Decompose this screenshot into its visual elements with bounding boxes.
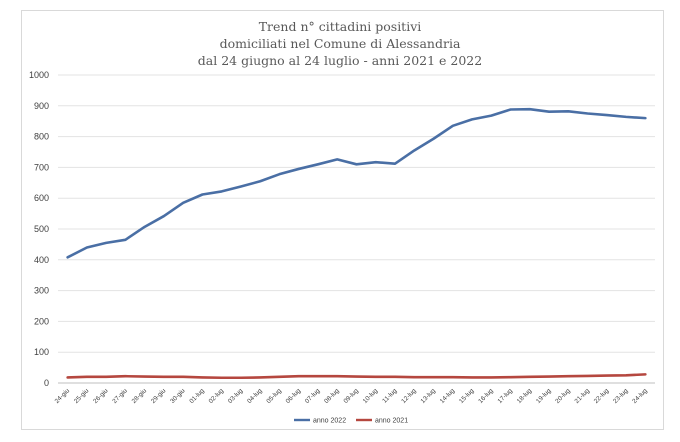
y-tick-label: 100 [34, 347, 49, 357]
x-tick-label: 25-giu [73, 387, 91, 405]
x-tick-label: 07-lug [304, 387, 322, 405]
x-tick-label: 01-lug [188, 387, 206, 405]
x-tick-label: 20-lug [554, 387, 572, 405]
x-tick-label: 10-lug [362, 387, 380, 405]
y-tick-label: 400 [34, 255, 49, 265]
y-tick-label: 500 [34, 224, 49, 234]
x-tick-label: 04-lug [246, 387, 264, 405]
x-tick-label: 16-lug [477, 387, 495, 405]
x-tick-label: 21-lug [573, 387, 591, 405]
legend-label: anno 2021 [375, 418, 408, 425]
chart-title: Trend n° cittadini positivi domiciliati … [0, 18, 680, 69]
x-tick-label: 27-giu [111, 387, 129, 405]
x-tick-label: 18-lug [516, 387, 534, 405]
y-tick-label: 900 [34, 101, 49, 111]
x-tick-label: 29-giu [150, 387, 168, 405]
x-tick-label: 30-giu [169, 387, 187, 405]
series-line [66, 107, 647, 259]
y-tick-label: 1000 [29, 70, 49, 80]
x-tick-label: 28-giu [131, 387, 149, 405]
x-tick-label: 05-lug [265, 387, 283, 405]
x-tick-label: 12-lug [400, 387, 418, 405]
x-tick-label: 22-lug [593, 387, 611, 405]
chart-title-line-1: Trend n° cittadini positivi [258, 19, 422, 34]
series-line [66, 373, 647, 380]
x-tick-label: 14-lug [439, 387, 457, 405]
y-tick-label: 700 [34, 162, 49, 172]
x-tick-label: 24-lug [631, 387, 649, 405]
x-tick-label: 26-giu [92, 387, 110, 405]
x-tick-label: 17-lug [496, 387, 514, 405]
x-tick-label: 09-lug [342, 387, 360, 405]
y-tick-label: 600 [34, 193, 49, 203]
x-tick-label: 08-lug [323, 387, 341, 405]
x-tick-label: 11-lug [381, 387, 398, 404]
x-tick-label: 03-lug [227, 387, 245, 405]
x-tick-label: 15-lug [458, 387, 476, 405]
y-tick-label: 0 [44, 378, 49, 388]
y-tick-label: 800 [34, 132, 49, 142]
y-tick-label: 200 [34, 316, 49, 326]
x-tick-label: 24-giu [54, 387, 72, 405]
x-tick-label: 13-lug [419, 387, 437, 405]
x-tick-label: 23-lug [612, 387, 630, 405]
chart-title-line-3: dal 24 giugno al 24 luglio - anni 2021 e… [197, 53, 483, 68]
x-tick-label: 06-lug [285, 387, 303, 405]
chart-title-line-2: domiciliati nel Comune di Alessandria [219, 36, 461, 51]
legend-label: anno 2022 [313, 418, 346, 425]
chart-frame [21, 10, 664, 430]
x-tick-label: 02-lug [208, 387, 226, 405]
y-tick-label: 300 [34, 286, 49, 296]
x-tick-label: 19-lug [535, 387, 553, 405]
